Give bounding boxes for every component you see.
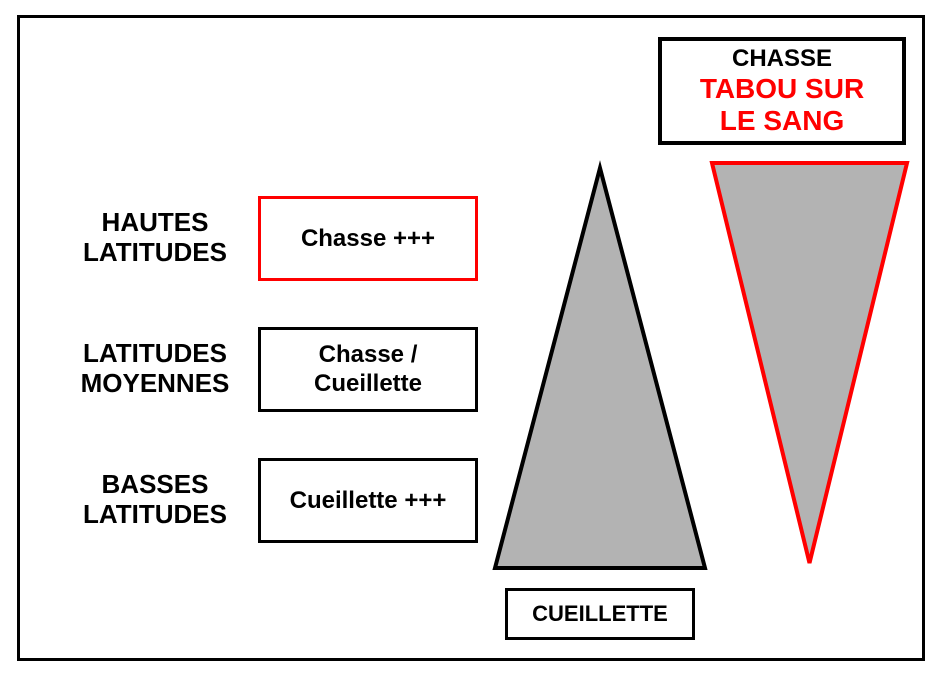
label-hautes-latitudes: HAUTES LATITUDES [60, 208, 250, 268]
label-line: LATITUDES [83, 338, 227, 368]
box-cueillette-plus: Cueillette +++ [258, 458, 478, 543]
label-line: LATITUDES [83, 499, 227, 529]
label-line: MOYENNES [81, 368, 230, 398]
header-line3: LE SANG [720, 105, 844, 137]
box-chasse-tabou: CHASSE TABOU SUR LE SANG [658, 37, 906, 145]
box-text: Chasse / Cueillette [288, 341, 448, 399]
label-line: BASSES [102, 469, 209, 499]
box-cueillette-label: CUEILLETTE [505, 588, 695, 640]
triangle-chasse [712, 163, 907, 563]
label-basses-latitudes: BASSES LATITUDES [60, 470, 250, 530]
label-line: HAUTES [102, 207, 209, 237]
box-text: Chasse +++ [301, 225, 435, 253]
header-line2: TABOU SUR [700, 73, 864, 105]
box-text: Cueillette +++ [290, 487, 447, 515]
box-chasse-plus: Chasse +++ [258, 196, 478, 281]
label-latitudes-moyennes: LATITUDES MOYENNES [60, 339, 250, 399]
box-text: CUEILLETTE [532, 601, 668, 627]
header-line1: CHASSE [732, 45, 832, 73]
triangle-cueillette [495, 168, 705, 568]
label-line: LATITUDES [83, 237, 227, 267]
box-chasse-cueillette: Chasse / Cueillette [258, 327, 478, 412]
